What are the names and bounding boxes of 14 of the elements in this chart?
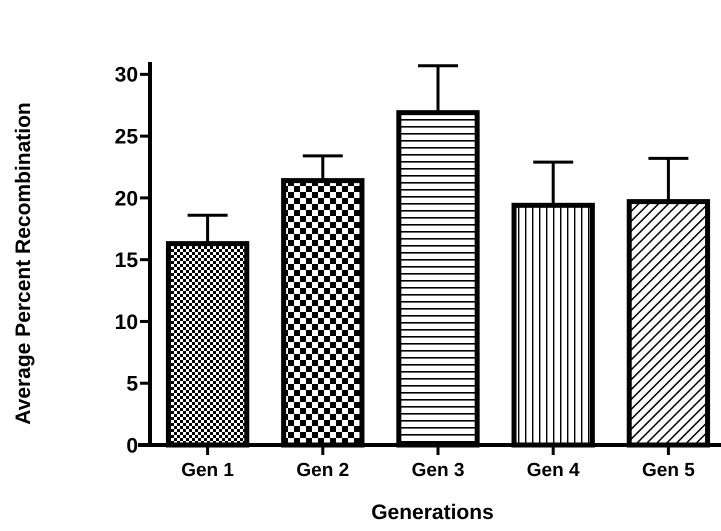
y-tick-label: 30 [114,64,138,87]
y-tick-label: 5 [126,372,138,396]
x-tick-label: Gen 4 [526,460,580,481]
y-tick-label: 0 [126,434,138,458]
x-tick-label: Gen 2 [296,460,350,481]
y-axis-title: Average Percent Recombination [12,102,35,425]
y-tick-label: 25 [114,125,138,148]
y-tick-label: 10 [114,310,138,334]
x-tick-label: Gen 3 [412,460,464,481]
y-tick-label: 20 [114,187,138,210]
x-axis-title: Generations [371,501,494,524]
x-tick-label: Gen 1 [181,460,234,481]
y-tick-label: 15 [114,249,138,272]
x-tick-label: Gen 5 [642,460,696,481]
